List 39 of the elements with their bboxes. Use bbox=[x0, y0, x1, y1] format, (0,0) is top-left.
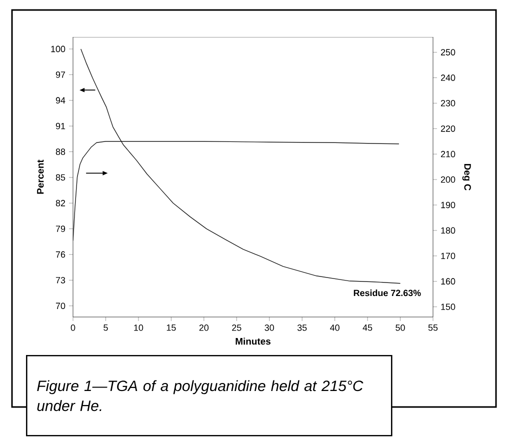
y2-tick-label: 230 bbox=[440, 100, 456, 106]
annotation: Residue 72.63% bbox=[354, 290, 421, 296]
y2-tick-label: 180 bbox=[441, 227, 456, 234]
y-axis-title: Percent bbox=[37, 160, 44, 194]
y2-tick-label: 190 bbox=[441, 202, 456, 208]
x-tick-label: 40 bbox=[330, 324, 340, 331]
y-tick-label: 76 bbox=[56, 251, 66, 258]
x-tick-label: 0 bbox=[70, 324, 76, 331]
y-tick-label: 73 bbox=[56, 277, 66, 284]
y2-tick-label: 200 bbox=[440, 176, 456, 183]
x-tick-label: 25 bbox=[232, 324, 242, 331]
x-tick-label: 30 bbox=[264, 324, 274, 331]
y-tick-label: 85 bbox=[56, 174, 66, 181]
x-tick-label: 20 bbox=[199, 324, 209, 331]
y2-tick-label: 250 bbox=[440, 49, 456, 56]
y2-axis-title: Deg C bbox=[462, 164, 471, 190]
x-tick-label: 5 bbox=[104, 324, 108, 331]
y-tick-label: 91 bbox=[56, 122, 66, 130]
y-tick-label: 88 bbox=[56, 148, 66, 155]
x-tick-label: 45 bbox=[362, 324, 372, 331]
y-tick-label: 70 bbox=[56, 302, 66, 310]
y2-tick-label: 160 bbox=[441, 278, 456, 285]
caption: Figure 1—TGA of a polyguanidine held at 215°C under He. bbox=[37, 380, 364, 412]
y2-tick-label: 170 bbox=[441, 252, 456, 260]
y2-tick-label: 240 bbox=[440, 74, 456, 81]
y-tick-label: 82 bbox=[56, 200, 66, 206]
y2-tick-label: 210 bbox=[440, 150, 456, 158]
x-tick-label: 15 bbox=[166, 324, 176, 331]
y-tick-label: 79 bbox=[56, 226, 66, 232]
y-tick-label: 94 bbox=[56, 97, 66, 104]
x-tick-label: 55 bbox=[428, 324, 438, 331]
x-axis-title: Minutes bbox=[236, 338, 270, 345]
x-tick-label: 10 bbox=[134, 324, 144, 331]
x-tick-label: 35 bbox=[297, 324, 307, 331]
y2-tick-label: 220 bbox=[440, 125, 456, 132]
x-tick-label: 50 bbox=[396, 324, 405, 331]
y-tick-label: 100 bbox=[51, 46, 66, 52]
y2-tick-label: 150 bbox=[441, 304, 456, 310]
y-tick-label: 97 bbox=[56, 71, 66, 78]
